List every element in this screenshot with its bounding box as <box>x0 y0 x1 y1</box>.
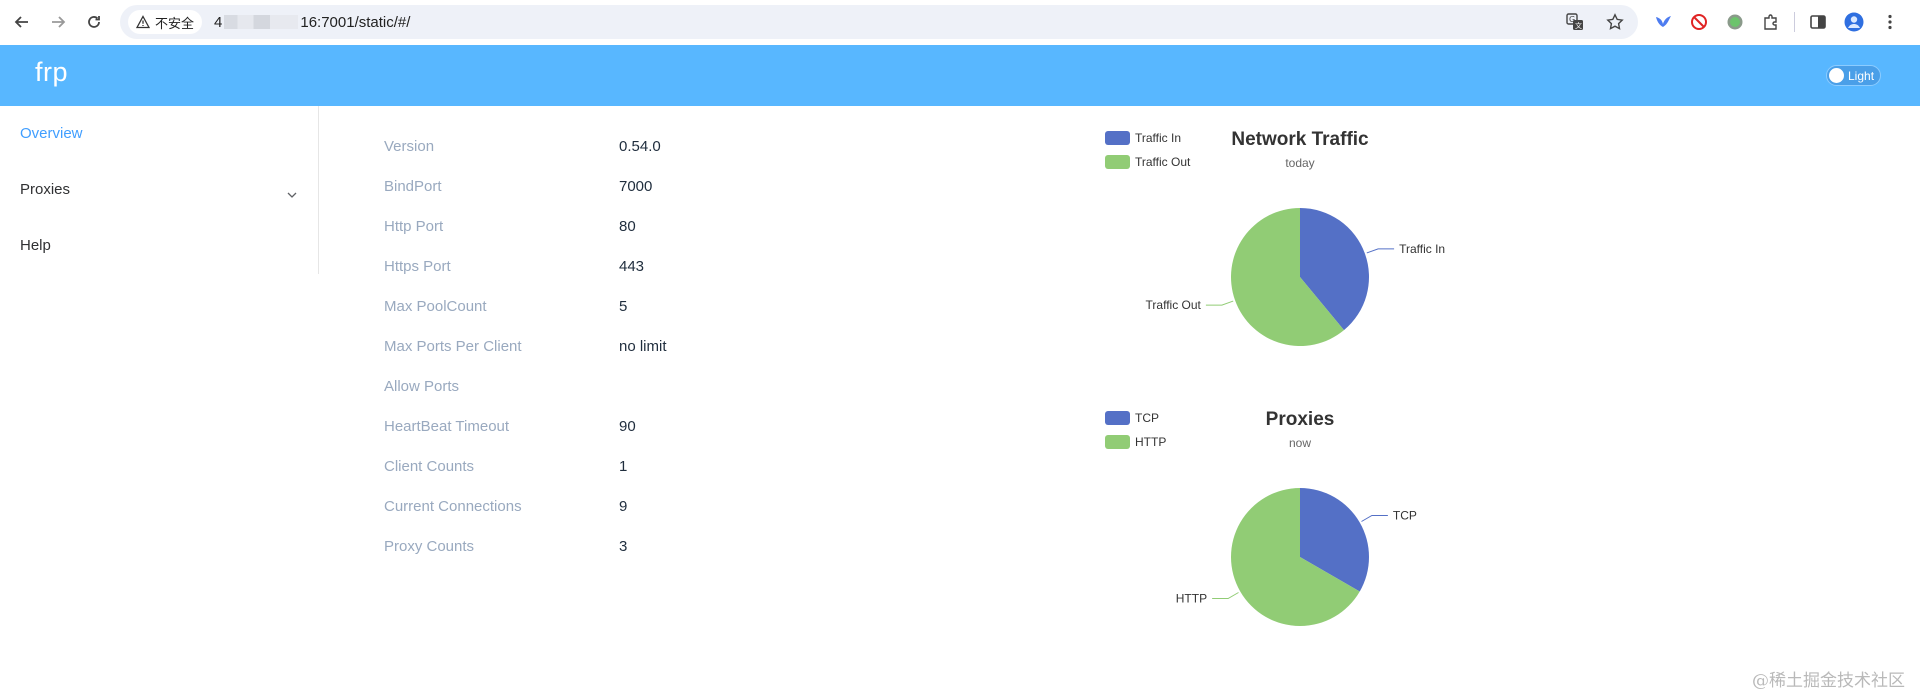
forward-button[interactable] <box>40 4 76 40</box>
info-row-max-ports-per-client: Max Ports Per Client no limit <box>384 330 984 370</box>
info-key: Client Counts <box>384 458 475 475</box>
pie-slice-traffic-out[interactable] <box>1231 208 1344 346</box>
brand-logo[interactable]: frp <box>35 57 69 87</box>
reload-icon <box>88 16 100 28</box>
pie-slice-tcp[interactable] <box>1300 488 1369 592</box>
reload-button[interactable] <box>76 4 112 40</box>
slice-label: TCP <box>1393 509 1417 523</box>
url-prefix: 4 <box>214 13 223 31</box>
extension-circle-icon[interactable] <box>1722 9 1748 35</box>
legend-label-http[interactable]: HTTP <box>1135 435 1166 449</box>
chart-subtitle: today <box>1285 156 1314 170</box>
slice-leader-line <box>1366 248 1395 254</box>
chart-title: Network Traffic <box>1231 129 1369 150</box>
info-key: Http Port <box>384 218 444 235</box>
slice-label: Traffic Out <box>1146 298 1202 312</box>
chevron-down-icon[interactable] <box>286 189 298 201</box>
pie-slice-http[interactable] <box>1231 488 1360 626</box>
redacted-ip <box>224 15 299 29</box>
info-value: 7000 <box>619 178 653 195</box>
security-label: 不安全 <box>155 15 195 31</box>
chart-subtitle: now <box>1289 436 1311 450</box>
sidebar-item-proxies[interactable]: Proxies <box>20 181 71 198</box>
security-badge[interactable]: 不安全 <box>128 10 203 34</box>
proxies-chart: TCP HTTP Proxies now TCP HTTP <box>1090 402 1510 662</box>
slice-label: Traffic In <box>1399 242 1445 256</box>
info-value: 90 <box>619 418 636 435</box>
info-key: Max Ports Per Client <box>384 338 522 355</box>
back-button[interactable] <box>4 4 40 40</box>
sidebar-menu: Overview Proxies Help <box>0 106 319 274</box>
legend-swatch-traffic-out[interactable] <box>1105 155 1130 169</box>
info-key: Https Port <box>384 258 451 275</box>
info-key: BindPort <box>384 178 442 195</box>
info-value: 0.54.0 <box>619 138 661 155</box>
extension-block-icon[interactable] <box>1686 9 1712 35</box>
url-suffix: 16:7001/static/#/ <box>300 13 411 31</box>
info-value: 80 <box>619 218 636 235</box>
info-key: Version <box>384 138 435 155</box>
info-row-heartbeat-timeout: HeartBeat Timeout 90 <box>384 410 984 450</box>
info-key: HeartBeat Timeout <box>384 418 510 435</box>
sidebar-item-help[interactable]: Help <box>20 237 51 254</box>
info-row-https-port: Https Port 443 <box>384 250 984 290</box>
proxies-pie: TCP HTTP Proxies now TCP HTTP <box>1105 409 1417 626</box>
arrow-left-icon <box>14 16 28 28</box>
info-value: 9 <box>619 498 628 515</box>
info-key: Current Connections <box>384 498 522 515</box>
info-value: 5 <box>619 298 628 315</box>
slice-leader-line <box>1361 515 1388 522</box>
info-row-http-port: Http Port 80 <box>384 210 984 250</box>
watermark: @稀土掘金技术社区 <box>1752 671 1905 691</box>
svg-text:G: G <box>1569 15 1575 24</box>
info-row-client-counts: Client Counts 1 <box>384 450 984 490</box>
info-value: 3 <box>619 538 628 555</box>
theme-switch-label: Light <box>1848 69 1875 83</box>
info-row-current-connections: Current Connections 9 <box>384 490 984 530</box>
network-traffic-pie: Traffic In Traffic Out Network Traffic t… <box>1105 129 1445 346</box>
profile-avatar-icon[interactable] <box>1841 9 1867 35</box>
legend-swatch-traffic-in[interactable] <box>1105 131 1130 145</box>
info-row-allow-ports: Allow Ports <box>384 370 984 410</box>
info-row-bindport: BindPort 7000 <box>384 170 984 210</box>
info-key: Proxy Counts <box>384 538 475 555</box>
info-row-max-poolcount: Max PoolCount 5 <box>384 290 984 330</box>
legend-swatch-http[interactable] <box>1105 435 1130 449</box>
theme-switch-knob <box>1829 68 1844 83</box>
url-text[interactable]: 4 16:7001/static/#/ <box>214 14 410 31</box>
info-value: 443 <box>619 258 645 275</box>
sidebar-item-overview[interactable]: Overview <box>20 125 83 142</box>
extensions-puzzle-icon[interactable] <box>1758 9 1784 35</box>
network-traffic-chart: Traffic In Traffic Out Network Traffic t… <box>1090 122 1510 382</box>
info-value: 1 <box>619 458 628 475</box>
slice-leader-line <box>1212 592 1239 599</box>
info-value: no limit <box>619 338 667 355</box>
info-key: Max PoolCount <box>384 298 487 315</box>
side-panel-icon[interactable] <box>1805 9 1831 35</box>
slice-label: HTTP <box>1176 592 1207 606</box>
app-header: frp Light <box>0 45 1920 106</box>
theme-switch[interactable]: Light <box>1826 65 1881 86</box>
extension-bird-icon[interactable] <box>1650 9 1676 35</box>
bookmark-star-icon[interactable] <box>1604 11 1626 33</box>
svg-text:文: 文 <box>1575 21 1582 30</box>
chart-title: Proxies <box>1266 409 1335 430</box>
warning-icon <box>136 15 150 29</box>
info-row-version: Version 0.54.0 <box>384 130 984 170</box>
slice-leader-line <box>1205 300 1234 306</box>
legend-label-tcp[interactable]: TCP <box>1135 411 1159 425</box>
arrow-right-icon <box>52 16 66 28</box>
toolbar-divider <box>1794 12 1795 32</box>
info-key: Allow Ports <box>384 378 460 395</box>
legend-label-traffic-in[interactable]: Traffic In <box>1135 131 1181 145</box>
info-row-proxy-counts: Proxy Counts 3 <box>384 530 984 570</box>
browser-menu-icon[interactable] <box>1877 9 1903 35</box>
legend-label-traffic-out[interactable]: Traffic Out <box>1135 155 1191 169</box>
pie-slice-traffic-in[interactable] <box>1300 208 1369 331</box>
legend-swatch-tcp[interactable] <box>1105 411 1130 425</box>
